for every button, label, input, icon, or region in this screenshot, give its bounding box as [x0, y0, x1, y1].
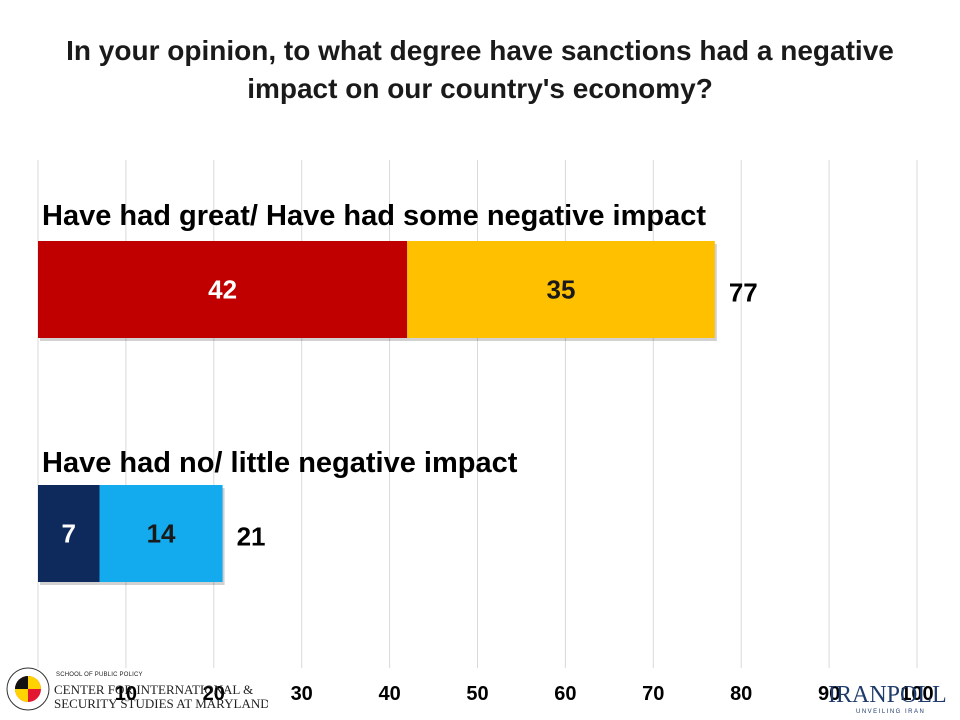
bar-value-label: 7: [62, 519, 76, 549]
iranpoll-tagline: UNVEILING IRAN: [856, 709, 925, 715]
category-label: Have had great/ Have had some negative i…: [42, 200, 706, 232]
bar-value-label: 14: [147, 519, 176, 549]
bar-value-label: 42: [208, 275, 237, 305]
bar-total-label: 21: [237, 522, 266, 552]
bar-segment: [38, 485, 100, 582]
iranpoll-name: IRANPOLL: [828, 682, 947, 708]
x-tick-label: 10: [115, 683, 137, 705]
x-tick-label: 40: [378, 683, 400, 705]
x-tick-label: 100: [900, 683, 933, 705]
chart-title: In your opinion, to what degree have san…: [66, 35, 894, 104]
bar-segment: [407, 241, 715, 338]
umd-seal-icon: [6, 667, 50, 711]
x-tick-label: 30: [291, 683, 313, 705]
x-tick-label: 80: [730, 683, 752, 705]
bar-segment: [99, 485, 223, 582]
bar-segment: [38, 241, 408, 338]
bar-total-label: 77: [729, 278, 758, 308]
bars: [38, 241, 717, 585]
x-tick-label: 90: [818, 683, 840, 705]
cissm-logo: SCHOOL OF PUBLIC POLICY CENTER FOR INTER…: [6, 667, 268, 711]
x-tick-label: 70: [642, 683, 664, 705]
labels: Have had great/ Have had some negative i…: [42, 200, 758, 552]
logo-studies-text: SECURITY STUDIES AT MARYLAND: [54, 696, 268, 711]
x-tick-label: 20: [203, 683, 225, 705]
logo-school-text: SCHOOL OF PUBLIC POLICY: [56, 672, 143, 678]
x-tick-label: 60: [554, 683, 576, 705]
x-tick-label: 50: [466, 683, 488, 705]
category-label: Have had no/ little negative impact: [42, 447, 518, 479]
gridlines: [37, 160, 918, 668]
bar-value-label: 35: [547, 275, 576, 305]
iranpoll-logo: IRANPOLL UNVEILING IRAN: [828, 682, 947, 715]
logo-center-text: CENTER FOR INTERNATIONAL &: [54, 682, 253, 697]
